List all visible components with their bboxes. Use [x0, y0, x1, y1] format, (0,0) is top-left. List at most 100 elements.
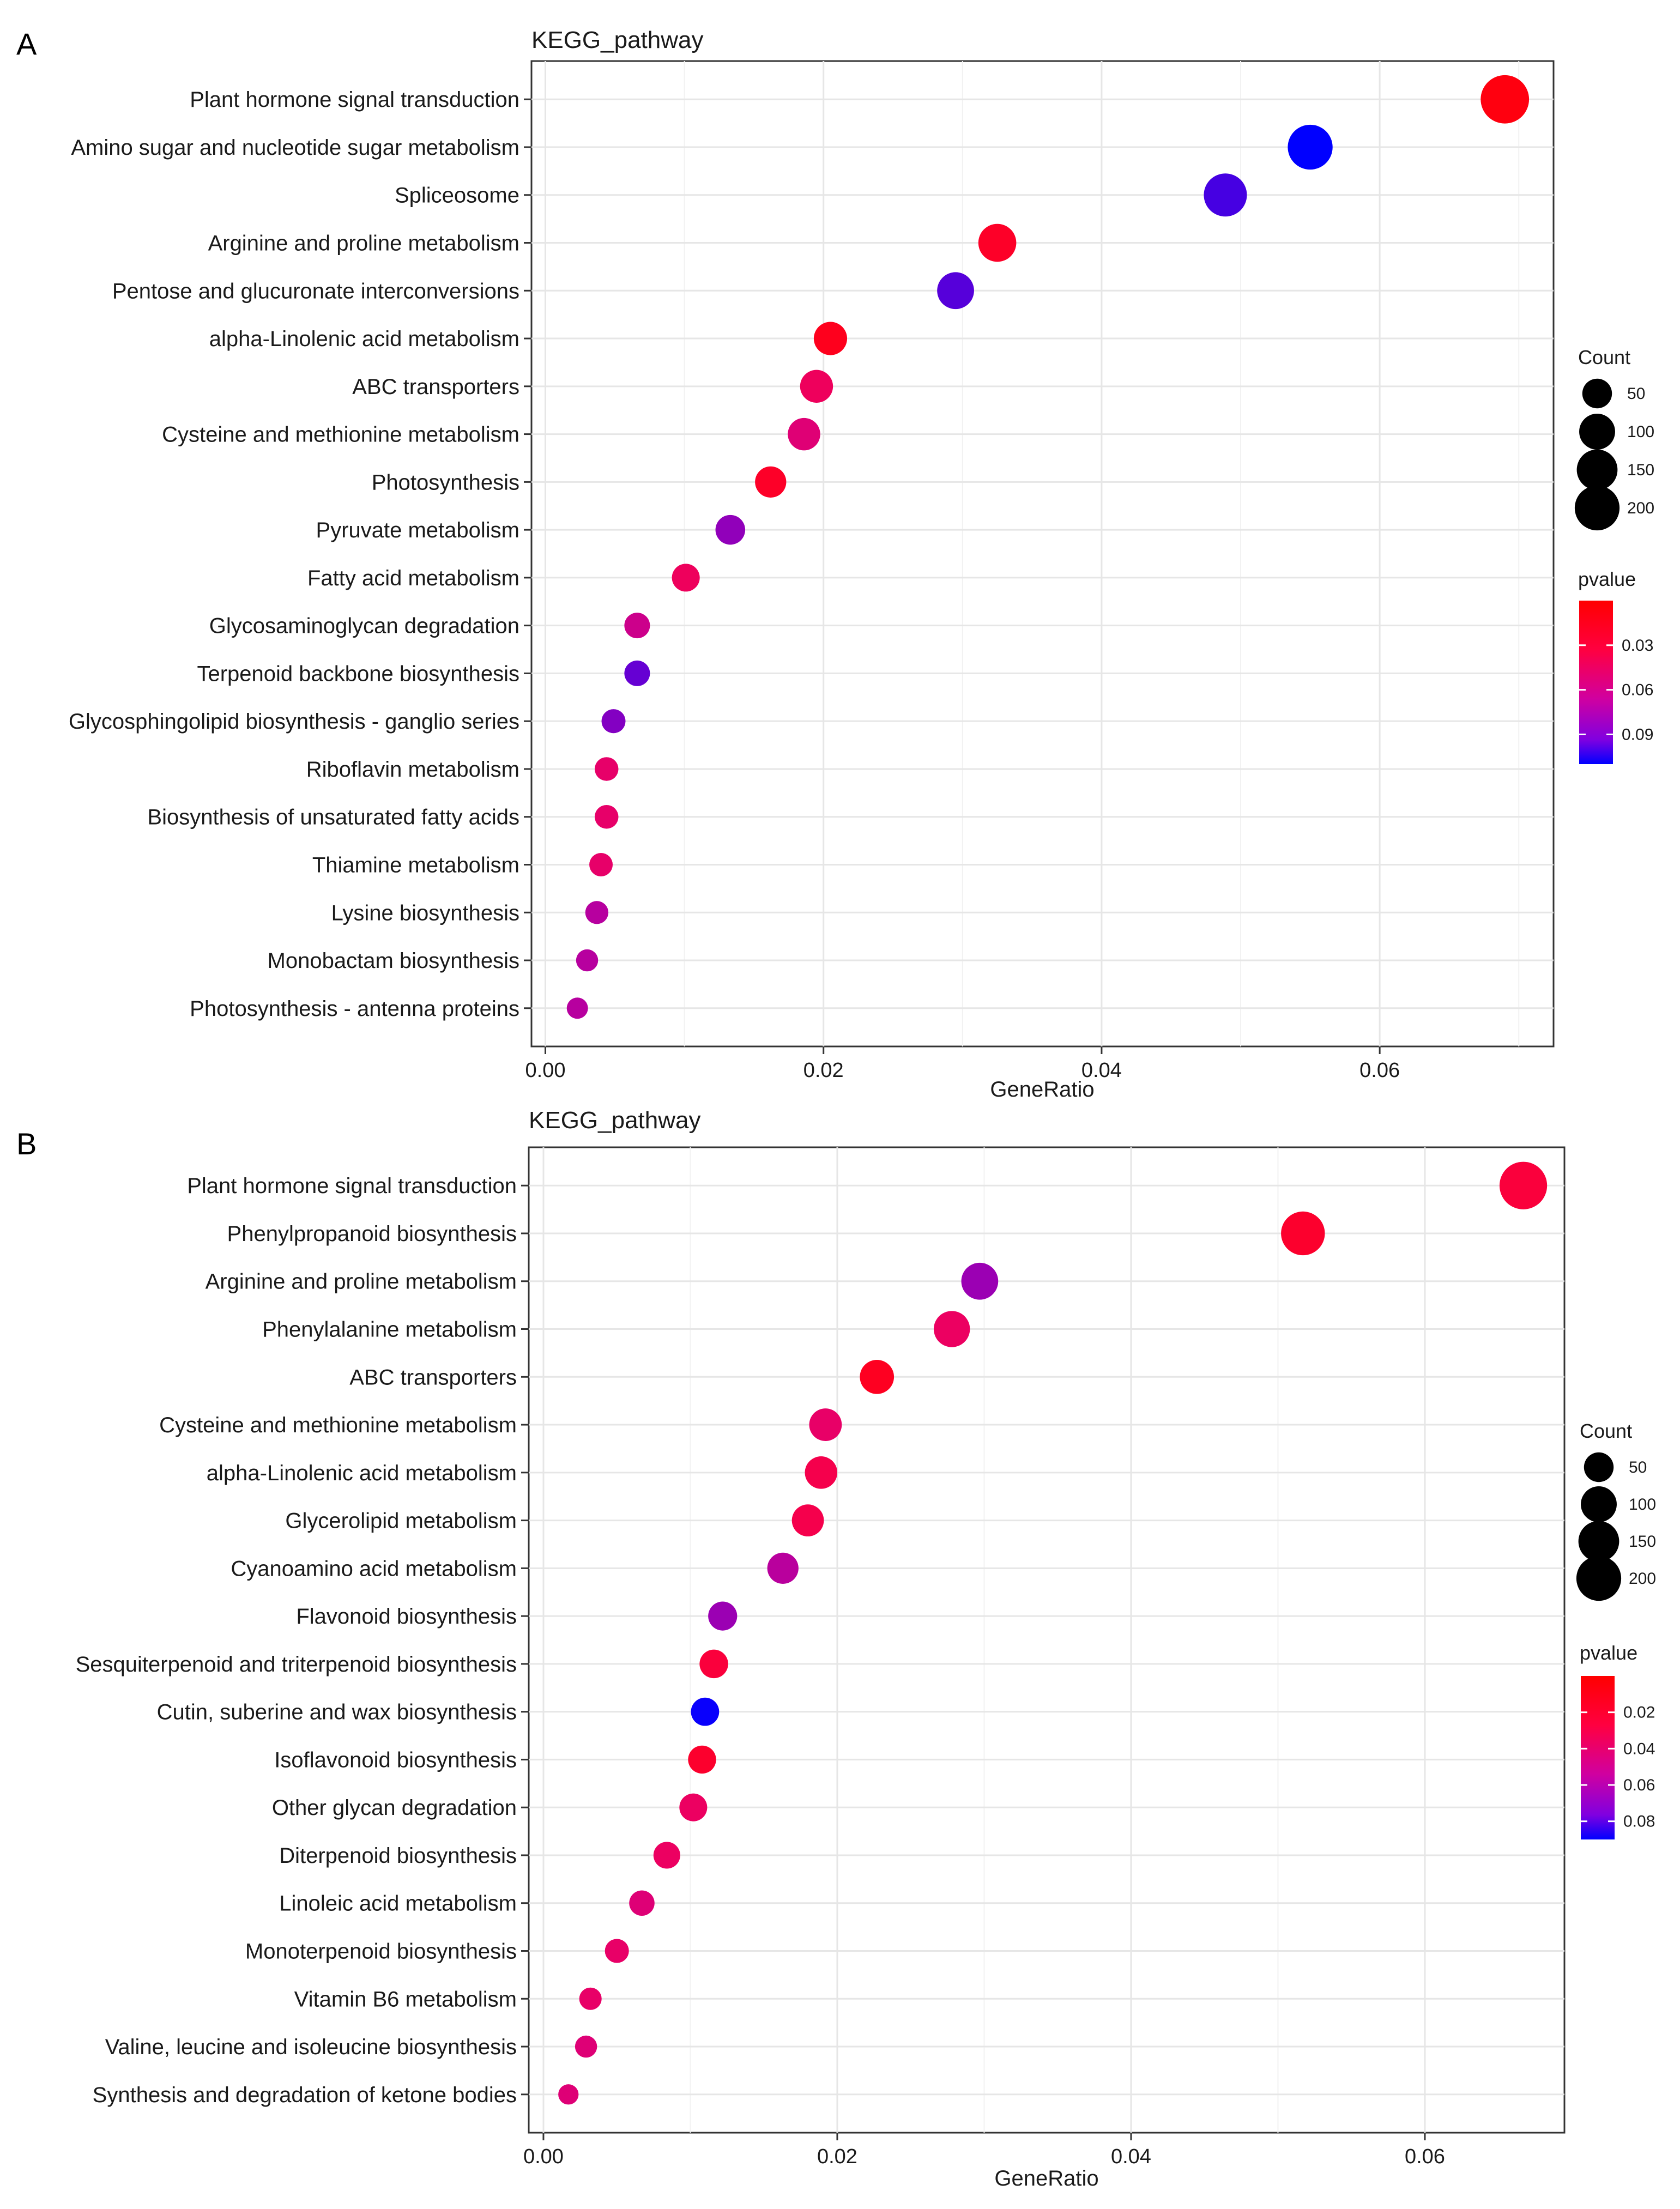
data-point [1499, 1161, 1548, 1209]
y-category-label: ABC transporters [349, 1365, 517, 1389]
y-category-label: Monobactam biosynthesis [268, 949, 519, 973]
x-axis-title-b: GeneRatio [994, 2166, 1098, 2190]
legend-a: Count 50 100 150 200 pvalue 0.03 0.06 0.09 [1574, 346, 1654, 764]
y-category-label: Fatty acid metabolism [307, 566, 519, 590]
data-point [755, 466, 787, 498]
data-point [699, 1649, 728, 1679]
y-category-label: Other glycan degradation [272, 1796, 517, 1820]
y-category-label: Arginine and proline metabolism [208, 232, 519, 256]
color-legend-ticks-a: 0.03 0.06 0.09 [1579, 637, 1653, 743]
y-category-label: Cysteine and methionine metabolism [162, 423, 519, 447]
colorbar-tick-label: 0.03 [1622, 637, 1653, 655]
data-point [653, 1842, 680, 1869]
x-axis-title-a: GeneRatio [990, 1078, 1094, 1102]
x-tick-label: 0.04 [1111, 2145, 1151, 2168]
y-category-label: Spliceosome [395, 184, 519, 208]
y-category-label: alpha-Linolenic acid metabolism [209, 327, 519, 351]
data-point [575, 2035, 597, 2058]
y-category-label: Glycosaminoglycan degradation [209, 614, 519, 638]
y-category-label: Lysine biosynthesis [331, 901, 519, 925]
color-legend-ticks-b: 0.02 0.04 0.06 0.08 [1581, 1704, 1655, 1831]
y-axis-a: Plant hormone signal transduction Amino s… [69, 88, 531, 1021]
colorbar-tick-label: 0.02 [1623, 1704, 1655, 1722]
x-axis-a: 0.00 0.02 0.04 0.06 [525, 1046, 1400, 1082]
panel-b: B KEGG_pathway Plant hormone signal tran… [16, 1107, 1656, 2190]
size-legend-label: 200 [1627, 499, 1654, 517]
y-category-label: Plant hormone signal transduction [187, 1174, 517, 1198]
y-category-label: Phenylalanine metabolism [262, 1318, 517, 1342]
color-legend-title-b: pvalue [1580, 1642, 1637, 1664]
y-category-label: Arginine and proline metabolism [206, 1270, 517, 1294]
x-tick-label: 0.02 [803, 1059, 844, 1082]
colorbar-b [1581, 1676, 1615, 1839]
size-legend-key [1576, 449, 1618, 491]
size-legend-key [1582, 378, 1612, 409]
size-legend-label: 50 [1627, 385, 1645, 403]
panel-a: A KEGG_pathway Plant hormone signal tran… [16, 27, 1654, 1102]
size-legend-key [1579, 414, 1615, 450]
size-legend-label: 100 [1627, 423, 1654, 441]
data-point [579, 1987, 602, 2010]
size-legend-key [1574, 485, 1620, 531]
x-tick-label: 0.06 [1405, 2145, 1445, 2168]
size-legend-title-a: Count [1578, 346, 1630, 368]
colorbar-tick-label: 0.04 [1623, 1740, 1655, 1758]
data-point [624, 613, 650, 639]
size-legend-key [1578, 1521, 1619, 1562]
y-category-label: Synthesis and degradation of ketone bodi… [93, 2083, 517, 2107]
data-point [585, 901, 609, 924]
y-category-label: Glycerolipid metabolism [285, 1509, 517, 1533]
data-point [601, 709, 626, 734]
colorbar-tick-label: 0.06 [1622, 681, 1653, 699]
y-category-label: Diterpenoid biosynthesis [279, 1844, 517, 1868]
x-tick-label: 0.04 [1081, 1059, 1122, 1082]
x-axis-b: 0.00 0.02 0.04 0.06 [523, 2133, 1445, 2168]
y-category-label: Linoleic acid metabolism [279, 1892, 517, 1916]
colorbar-tick-label: 0.08 [1623, 1813, 1655, 1831]
size-legend-label: 50 [1629, 1458, 1647, 1476]
data-point [813, 322, 848, 355]
data-point [805, 1456, 838, 1489]
y-category-label: Pentose and glucuronate interconversions [112, 279, 519, 303]
y-category-label: Monoterpenoid biosynthesis [245, 1939, 517, 1963]
data-point [860, 1359, 895, 1394]
x-tick-label: 0.00 [523, 2145, 564, 2168]
data-point [978, 223, 1017, 262]
y-category-label: Vitamin B6 metabolism [294, 1987, 517, 2011]
data-point [566, 997, 588, 1019]
panel-letter-a: A [16, 27, 37, 61]
colorbar-a [1579, 601, 1613, 764]
data-point [1204, 173, 1247, 217]
data-point [933, 1311, 970, 1347]
grid-b [529, 1147, 1564, 2133]
data-point [589, 853, 613, 876]
plot-panel-b [528, 1146, 1566, 2134]
data-point [767, 1552, 799, 1584]
size-legend-key [1584, 1452, 1614, 1482]
y-category-label: Phenylpropanoid biosynthesis [227, 1222, 517, 1246]
plot-panel-a [530, 60, 1555, 1048]
data-point [809, 1408, 842, 1441]
size-legend-label: 200 [1629, 1570, 1656, 1588]
data-point [691, 1697, 720, 1726]
data-point [672, 564, 700, 592]
size-legend-label: 150 [1629, 1533, 1656, 1551]
size-legend-label: 100 [1629, 1496, 1656, 1514]
y-category-label: Plant hormone signal transduction [190, 88, 519, 112]
size-legend-key [1576, 1556, 1622, 1601]
x-tick-label: 0.00 [525, 1059, 566, 1082]
data-point [576, 949, 599, 972]
y-category-label: Photosynthesis - antenna proteins [190, 997, 519, 1021]
y-category-label: Sesquiterpenoid and triterpenoid biosynt… [76, 1653, 517, 1677]
y-category-label: Riboflavin metabolism [306, 758, 519, 782]
y-category-label: Isoflavonoid biosynthesis [274, 1748, 517, 1772]
points-b [558, 1161, 1548, 2105]
y-category-label: Biosynthesis of unsaturated fatty acids [147, 806, 519, 830]
y-category-label: Cysteine and methionine metabolism [159, 1413, 517, 1437]
y-category-label: Terpenoid backbone biosynthesis [197, 662, 519, 686]
data-point [708, 1601, 738, 1631]
colorbar-tick-label: 0.09 [1622, 725, 1653, 743]
data-point [595, 757, 619, 781]
